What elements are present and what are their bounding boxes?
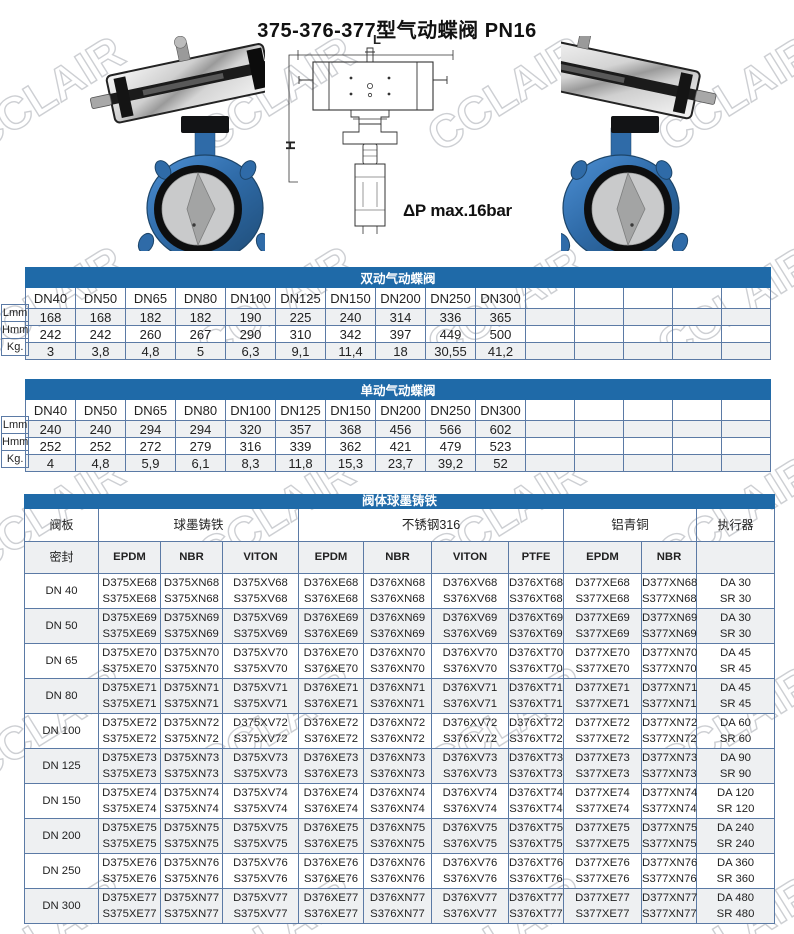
svg-text:H: H [283, 141, 298, 150]
svg-text:L: L [373, 32, 381, 47]
